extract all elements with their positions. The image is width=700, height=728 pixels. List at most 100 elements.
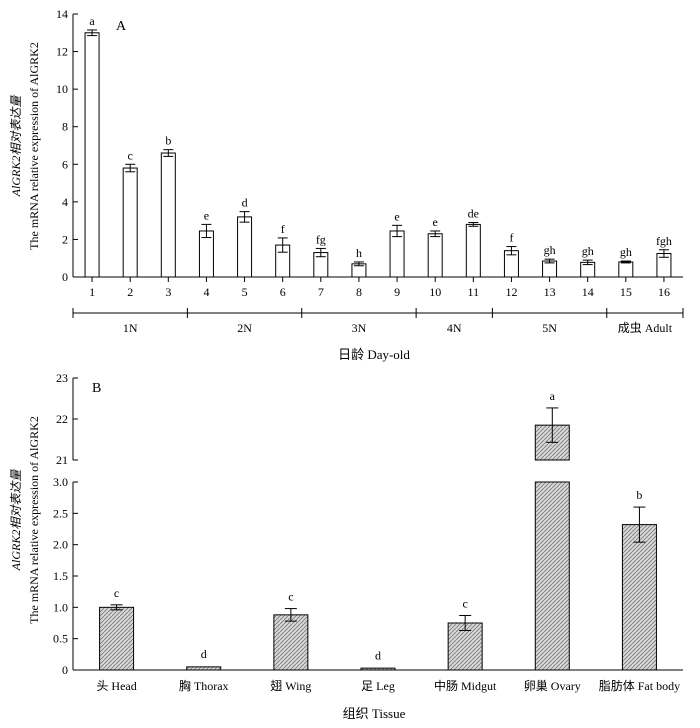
panel-a-stage-scale: 1N 2N 3N 4N 5N 成虫 Adult [72,308,684,335]
panel-a-x-tick-label: 10 [429,285,441,299]
panel-a-y-tick-label: 10 [56,82,68,96]
panel-a-bar [389,230,405,278]
panel-b-significance-label: c [288,590,293,604]
panel-a-stage-label: 4N [447,321,462,335]
panel-a-significance-label: f [281,222,285,236]
panel-a-stage-label: 5N [542,321,557,335]
panel-b-significance-label: d [201,647,207,661]
panel-b-y-tick-label: 0 [62,663,68,677]
panel-a-label: A [116,19,127,34]
panel-b-bars: c d c d c a b [99,389,657,671]
panel-b-y-tick-label: 1.5 [53,569,68,583]
panel-a-bar [160,152,176,278]
panel-a-significance-label: de [468,207,479,221]
panel-b-x-tick-label: 翅 Wing [270,678,311,693]
panel-b-y-tick-label: 3.0 [53,475,68,489]
panel-a-y-tick-label: 2 [62,232,68,246]
panel-b-x-ticks: 头 Head 胸 Thorax 翅 Wing 足 Leg 中肠 Midgut 卵巢 Ova… [96,678,680,693]
panel-a-bar [465,223,481,278]
panel-b-ylabel-en: The mRNA relative expression of AlGRK2 [27,416,41,624]
panel-a-significance-label: e [433,215,438,229]
panel-a-significance-label: gh [582,244,594,258]
panel-b-label: B [92,381,101,396]
panel-a-bar [84,32,100,278]
panel-a-x-ticks: 1 2 3 4 5 6 7 8 9 10 11 12 13 14 15 16 [89,277,670,299]
panel-a-bar [237,216,253,278]
panel-b-significance-label: d [375,648,381,662]
panel-a-y-tick-label: 8 [62,120,68,134]
panel-b-xlabel: 组织 Tissue [343,706,406,721]
panel-b-x-tick-label: 胸 Thorax [179,678,229,693]
panel-b-x-tick-label: 头 Head [96,679,136,693]
panel-a-significance-label: e [394,209,399,223]
panel-a-stage-label: 3N [352,321,367,335]
panel-a-stage-label: 1N [123,321,138,335]
panel-a-bar [618,261,634,278]
panel-b-ylabel-cn: AlGRK2相对表达量 [9,469,23,572]
panel-b-x-tick-label: 足 Leg [361,679,395,693]
panel-a-ylabel-en: The mRNA relative expression of AlGRK2 [27,42,41,250]
panel-a-significance-label: f [509,231,513,245]
panel-a-x-tick-label: 9 [394,285,400,299]
panel-a-ylabel-cn: AlGRK2相对表达量 [9,95,23,198]
panel-a-x-tick-label: 15 [620,285,632,299]
chart-panel-b: B AlGRK2相对表达量 The mRNA relative expressi… [9,371,683,721]
panel-a-significance-label: a [89,14,95,28]
panel-a-x-tick-label: 1 [89,285,95,299]
panel-b-y-tick-label: 2.0 [53,538,68,552]
panel-a-significance-label: d [242,196,248,210]
panel-b-significance-label: a [550,389,556,403]
panel-b-significance-label: b [636,488,642,502]
panel-b-bar [99,606,135,671]
panel-a-x-tick-label: 2 [127,285,133,299]
panel-b-y-tick-label: 22 [56,412,68,426]
panel-b-y-tick-label: 2.5 [53,506,68,520]
panel-a-x-tick-label: 3 [165,285,171,299]
panel-a-significance-label: h [356,246,362,260]
panel-a-x-tick-label: 14 [582,285,594,299]
panel-a-xlabel: 日龄 Day-old [338,347,410,362]
panel-b-y-tick-label: 0.5 [53,632,68,646]
panel-a-significance-label: c [128,148,133,162]
panel-a-significance-label: b [165,134,171,148]
panel-b-significance-label: c [114,586,119,600]
panel-a-y-ticks: 0 2 4 6 8 10 12 14 [56,7,78,284]
panel-a-significance-label: e [204,208,209,222]
panel-a-x-tick-label: 11 [468,285,480,299]
panel-a-significance-label: gh [620,245,632,259]
panel-a-x-tick-label: 6 [280,285,286,299]
panel-a-y-tick-label: 6 [62,157,68,171]
panel-a-stage-label: 2N [237,321,252,335]
panel-a-y-tick-label: 0 [62,270,68,284]
panel-a-bar [427,233,443,278]
panel-b-x-tick-label: 卵巢 Ovary [524,679,581,693]
panel-a-x-tick-label: 5 [242,285,248,299]
panel-a-x-tick-label: 4 [203,285,209,299]
panel-a-x-tick-label: 16 [658,285,670,299]
panel-a-bar [542,260,558,278]
panel-b-y-ticks: 0 0.5 1.0 1.5 2.0 2.5 3.0 21 22 23 [53,371,78,677]
panel-b-bar [621,524,657,671]
panel-b-y-tick-label: 21 [56,453,68,467]
panel-b-y-tick-label: 23 [56,371,68,385]
panel-b-bar [273,614,309,671]
panel-a-x-tick-label: 13 [544,285,556,299]
panel-a-y-tick-label: 4 [62,195,68,209]
panel-a-significance-label: gh [544,243,556,257]
panel-a-x-tick-label: 12 [505,285,517,299]
panel-a-stage-label: 成虫 Adult [618,321,673,335]
chart-panel-a: A AlGRK2相对表达量 The mRNA relative expressi… [9,7,684,362]
panel-a-x-tick-label: 7 [318,285,324,299]
panel-a-y-tick-label: 12 [56,45,68,59]
panel-b-x-tick-label: 脂肪体 Fat body [599,678,680,693]
panel-b-y-tick-label: 1.0 [53,600,68,614]
panel-b-x-tick-label: 中肠 Midgut [434,678,497,693]
panel-a-bar [122,167,138,278]
panel-a-x-tick-label: 8 [356,285,362,299]
panel-a-significance-label: fgh [656,234,672,248]
panel-b-bar [534,481,570,671]
panel-b-significance-label: c [462,596,467,610]
panel-a-significance-label: fg [316,232,326,246]
